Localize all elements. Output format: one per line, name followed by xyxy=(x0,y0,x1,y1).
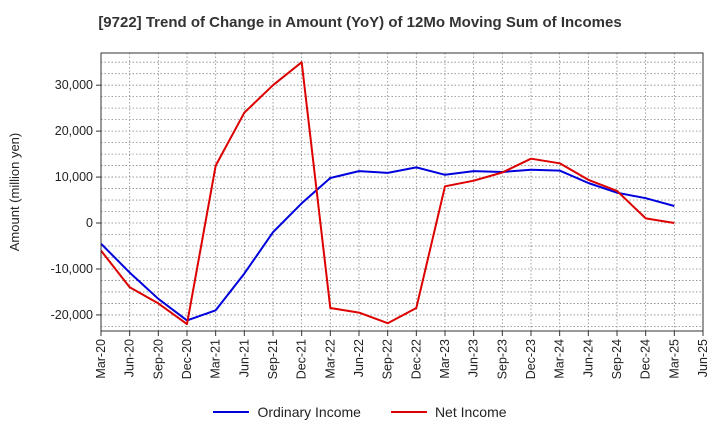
y-tick-label: 20,000 xyxy=(55,124,93,138)
x-tick-label: Jun-20 xyxy=(123,339,137,377)
legend-label-ordinary-income: Ordinary Income xyxy=(257,404,361,420)
series-line-net-income xyxy=(100,61,675,326)
y-axis-label: Amount (million yen) xyxy=(7,133,22,252)
x-tick-label: Mar-20 xyxy=(94,339,108,379)
x-tick-label: Jun-23 xyxy=(467,339,481,377)
plot-area xyxy=(101,53,703,331)
legend-swatch-ordinary-income xyxy=(213,411,250,413)
y-tick-label: -20,000 xyxy=(51,308,93,322)
x-tick-label: Jun-22 xyxy=(352,339,366,377)
x-tick-label: Mar-24 xyxy=(553,339,567,379)
chart-title: [9722] Trend of Change in Amount (YoY) o… xyxy=(98,14,622,31)
x-tick-label: Dec-23 xyxy=(524,339,538,379)
x-tick-label: Jun-24 xyxy=(581,339,595,377)
x-tick-label: Mar-25 xyxy=(667,339,681,379)
legend-swatch-net-income xyxy=(390,411,427,413)
x-tick-label: Sep-23 xyxy=(495,339,509,379)
x-tick-label: Sep-24 xyxy=(610,339,624,379)
x-tick-label: Dec-21 xyxy=(295,339,309,379)
x-tick-label: Dec-22 xyxy=(409,339,423,379)
legend-item-net-income: Net Income xyxy=(390,404,507,420)
plot-frame xyxy=(100,52,704,332)
x-tick-label: Mar-22 xyxy=(323,339,337,379)
y-tick-label: 10,000 xyxy=(55,170,93,184)
x-tick-label: Dec-20 xyxy=(180,339,194,379)
x-tick-label: Sep-21 xyxy=(266,339,280,379)
legend-label-net-income: Net Income xyxy=(434,404,507,420)
legend-item-ordinary-income: Ordinary Income xyxy=(213,404,361,420)
x-tick-label: Dec-24 xyxy=(639,339,653,379)
x-tick-label: Sep-22 xyxy=(381,339,395,379)
y-tick-label: -10,000 xyxy=(51,262,93,276)
x-tick-label: Sep-20 xyxy=(151,339,165,379)
y-tick-label: 0 xyxy=(86,216,93,230)
x-tick-label: Mar-23 xyxy=(438,339,452,379)
x-tick-label: Mar-21 xyxy=(209,339,223,379)
x-tick-label: Jun-25 xyxy=(696,339,710,377)
x-tick-label: Jun-21 xyxy=(237,339,251,377)
chart-legend: Ordinary Income Net Income xyxy=(0,404,720,420)
y-tick-label: 30,000 xyxy=(55,78,93,92)
series-line-ordinary-income xyxy=(100,166,675,322)
